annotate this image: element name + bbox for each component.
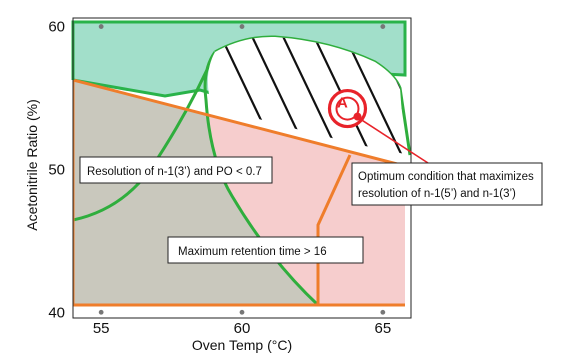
x-tick-label: 55	[93, 320, 110, 337]
label-box-resolution	[79, 156, 273, 184]
retention-boundary	[73, 78, 406, 307]
annotation-text-line-1: Optimum condition that maximizes	[358, 171, 534, 183]
x-tick-label: 65	[374, 320, 391, 337]
grid-point	[380, 309, 386, 315]
optimum-marker: A	[327, 88, 368, 129]
y-tick-label: 50	[48, 161, 65, 178]
y-tick-label: 60	[48, 19, 65, 36]
grid-point	[98, 309, 104, 315]
annotation-text-line-2: resolution of n-1(5’) and n-1(3’)	[358, 188, 516, 200]
y-axis-title: Acetonitrile Ratio (%)	[24, 99, 40, 231]
label-resolution: Resolution of n-1(3’) and PO < 0.7	[87, 166, 262, 178]
annotation-box	[351, 162, 543, 206]
x-axis-ticks: 55 60 65	[93, 320, 391, 337]
annotation-leader-line	[359, 117, 429, 164]
grid-point	[98, 24, 104, 29]
label-retention: Maximum retention time > 16	[178, 246, 327, 258]
grid-point	[239, 24, 245, 29]
grid-dots	[98, 24, 386, 315]
x-tick-label: 60	[234, 320, 251, 337]
x-axis-title: Oven Temp (°C)	[192, 337, 292, 353]
optimum-inner-ring	[335, 96, 360, 121]
hatch-line	[403, 36, 410, 155]
grid-point	[239, 309, 245, 315]
grid-point	[380, 24, 386, 29]
hatch-line	[435, 30, 497, 160]
label-box-retention	[167, 236, 364, 264]
y-axis-ticks: 40 50 60	[48, 19, 65, 322]
optimum-marker-label: A	[337, 95, 348, 112]
y-tick-label: 40	[48, 304, 65, 321]
